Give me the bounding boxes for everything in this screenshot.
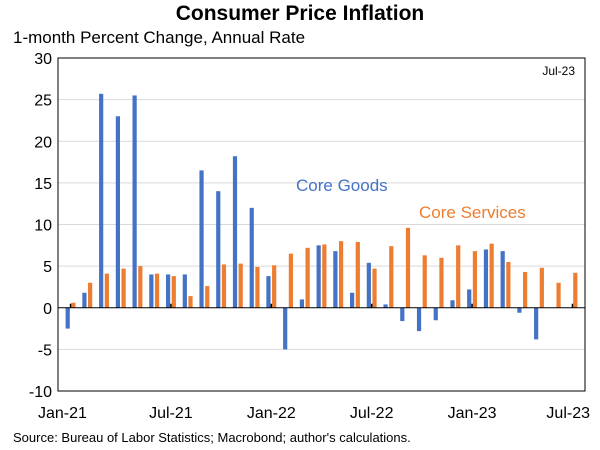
core-goods-bar xyxy=(82,292,87,308)
core-goods-bar xyxy=(383,304,388,308)
y-tick-label: 20 xyxy=(34,134,52,151)
x-tick-label: Jan-23 xyxy=(448,405,497,422)
plot-frame xyxy=(57,57,586,392)
core-goods-bar xyxy=(132,95,137,308)
y-tick-label: 0 xyxy=(43,301,52,318)
core-goods-bar xyxy=(99,93,104,308)
core-goods-bar xyxy=(450,300,455,308)
x-tick-label: Jan-22 xyxy=(247,405,296,422)
core-services-bar xyxy=(205,286,210,308)
y-tick-label: -5 xyxy=(38,342,52,359)
chart-subtitle: 1-month Percent Change, Annual Rate xyxy=(13,28,306,47)
y-tick-label: 5 xyxy=(43,259,52,276)
core-goods-bar xyxy=(216,191,221,308)
core-goods-bar xyxy=(483,249,489,308)
date-corner-label: Jul-23 xyxy=(542,64,575,78)
core-goods-bar xyxy=(149,274,154,308)
bar-marks xyxy=(65,93,578,350)
core-goods-bar xyxy=(199,170,204,308)
core-goods-bar xyxy=(283,307,288,350)
core-services-bar xyxy=(456,245,461,308)
core-goods-bar xyxy=(366,262,371,308)
x-tick-label: Jul-21 xyxy=(149,405,193,422)
x-axis-ticks: Jan-21 Jul-21 Jan-22 Jul-22 Jan-23 Jul-23 xyxy=(38,405,590,422)
core-goods-bar xyxy=(249,207,254,308)
core-goods-bar xyxy=(350,292,355,308)
core-services-bar xyxy=(138,266,143,308)
core-goods-bar xyxy=(400,307,405,322)
source-note: Source: Bureau of Labor Statistics; Macr… xyxy=(13,430,411,445)
core-goods-bar xyxy=(182,274,187,308)
core-services-bar xyxy=(288,253,293,308)
core-goods-bar xyxy=(517,307,522,313)
core-goods-bar xyxy=(500,251,505,308)
core-services-bar xyxy=(556,282,561,308)
zero-axis xyxy=(58,303,585,309)
core-goods-bar xyxy=(316,245,321,308)
core-services-bar xyxy=(472,251,478,308)
legend-core-services: Core Services xyxy=(419,203,526,222)
core-goods-bar xyxy=(165,274,171,308)
y-tick-label: 15 xyxy=(34,176,52,193)
core-services-bar xyxy=(439,257,444,308)
core-goods-bar xyxy=(416,307,422,332)
core-services-bar xyxy=(539,267,544,308)
core-goods-bar xyxy=(333,251,338,308)
core-goods-bar xyxy=(232,156,238,308)
gridlines xyxy=(58,99,585,350)
core-services-bar xyxy=(104,273,109,308)
core-services-bar xyxy=(389,246,394,308)
core-services-bar xyxy=(338,241,344,308)
y-tick-label: 30 xyxy=(34,51,52,68)
core-services-bar xyxy=(238,263,243,308)
legend-core-goods: Core Goods xyxy=(296,176,388,195)
core-services-bar xyxy=(573,272,578,308)
chart-title: Consumer Price Inflation xyxy=(175,2,425,25)
core-services-bar xyxy=(506,261,511,308)
core-services-bar xyxy=(272,265,277,308)
core-services-bar xyxy=(71,302,76,308)
core-services-bar xyxy=(355,241,360,308)
core-goods-bar xyxy=(299,299,305,308)
core-services-bar xyxy=(422,255,427,308)
core-services-bar xyxy=(221,264,227,308)
x-tick-label: Jul-22 xyxy=(350,405,394,422)
core-services-bar xyxy=(523,271,528,308)
x-tick-label: Jul-23 xyxy=(546,405,590,422)
core-services-bar xyxy=(154,273,160,308)
core-goods-bar xyxy=(433,307,438,321)
core-goods-bar xyxy=(65,307,70,329)
x-tick-label: Jan-21 xyxy=(38,405,87,422)
y-tick-label: 25 xyxy=(34,93,52,110)
core-goods-bar xyxy=(534,307,539,340)
core-services-bar xyxy=(121,268,126,308)
y-tick-label: 10 xyxy=(34,218,52,235)
core-goods-bar xyxy=(266,276,271,308)
core-goods-bar xyxy=(115,116,120,308)
core-services-bar xyxy=(255,266,260,308)
core-services-bar xyxy=(88,282,93,308)
core-services-bar xyxy=(171,276,176,308)
core-services-bar xyxy=(322,244,327,308)
y-tick-label: -10 xyxy=(29,384,52,401)
y-axis-ticks: -10 -5 0 5 10 15 20 25 30 xyxy=(29,51,52,401)
core-services-bar xyxy=(305,247,310,308)
core-goods-bar xyxy=(467,289,472,308)
core-services-bar xyxy=(372,268,377,308)
core-services-bar xyxy=(405,227,411,308)
core-services-bar xyxy=(489,243,494,308)
core-services-bar xyxy=(188,296,193,308)
